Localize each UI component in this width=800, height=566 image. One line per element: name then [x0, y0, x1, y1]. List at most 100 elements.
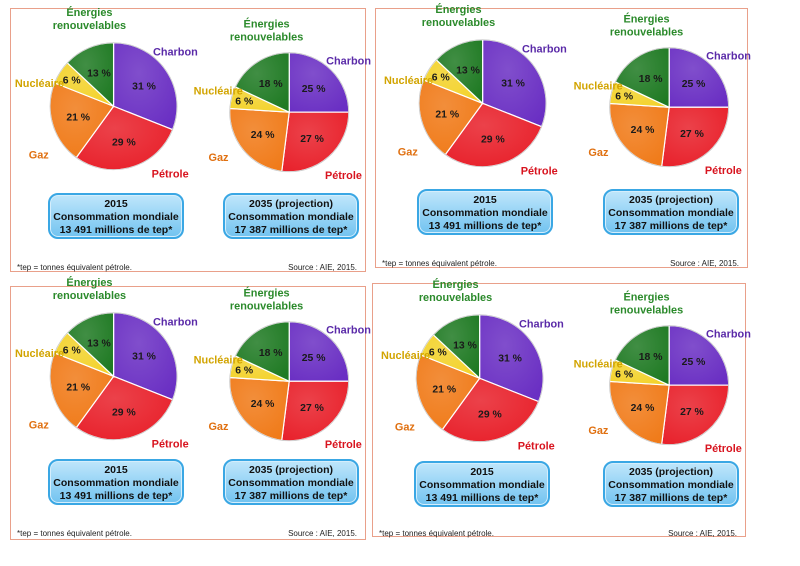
pie-chart-2015: 31 % 29 % 21 % 6 % 13 % Charbon Pétrole Gaz Nucl…: [15, 276, 198, 450]
category-label-renew-line1: Énergies: [435, 3, 481, 16]
category-label-renew-line1: Énergies: [66, 276, 112, 289]
info-box-subtitle: Consommation mondiale: [608, 207, 734, 219]
pie-value-label-charbon: 25 %: [682, 357, 706, 368]
pie-panel-svg: 31 % 29 % 21 % 6 % 13 % Charbon Pétrole Gaz Nucl…: [384, 3, 751, 177]
category-label-charbon: Charbon: [153, 46, 198, 58]
info-box-2015: 2015 Consommation mondiale 13 491 millions…: [48, 193, 184, 239]
info-box-subtitle: Consommation mondiale: [419, 479, 545, 491]
source-credit: Source : AIE, 2015.: [288, 263, 357, 272]
info-box-title: 2035 (projection): [628, 466, 714, 478]
pie-outline: [609, 47, 730, 168]
info-box-title: 2015: [470, 466, 494, 478]
source-credit: Source : AIE, 2015.: [668, 529, 737, 538]
info-box-total: 13 491 millions de tep*: [428, 220, 542, 232]
pie-value-label-nucleaire: 6 %: [429, 348, 447, 359]
footnote-tep: *tep = tonnes équivalent pétrole.: [382, 259, 497, 268]
pie-value-label-charbon: 31 %: [498, 354, 522, 365]
pie-outline: [415, 314, 544, 443]
pie-chart-2015: 31 % 29 % 21 % 6 % 13 % Charbon Pétrole Gaz Nucl…: [384, 3, 567, 177]
pie-panel-svg: 31 % 29 % 21 % 6 % 13 % Charbon Pétrole Gaz Nucl…: [15, 276, 371, 451]
info-box-2035: 2035 (projection) Consommation mondiale 17…: [603, 189, 739, 235]
category-label-renew-line2: renouvelables: [419, 292, 492, 304]
pie-outline: [418, 39, 547, 168]
pie-chart-2035: 25 % 27 % 24 % 6 % 18 % Charbon Pétrole Gaz Nucl…: [574, 291, 751, 455]
category-label-renew-line1: Énergies: [432, 278, 478, 291]
pie-value-label-nucleaire: 6 %: [235, 97, 253, 108]
category-label-gaz: Gaz: [208, 421, 229, 433]
pie-panel-svg: 31 % 29 % 21 % 6 % 13 % Charbon Pétrole Gaz Nucl…: [15, 6, 371, 182]
category-label-nucleaire: Nucléaire: [574, 80, 623, 92]
category-label-gaz: Gaz: [588, 147, 609, 159]
pie-value-label-petrole: 27 %: [680, 129, 704, 140]
category-label-nucleaire: Nucléaire: [194, 354, 243, 366]
pie-chart-2035: 25 % 27 % 24 % 6 % 18 % Charbon Pétrole Gaz Nucl…: [194, 18, 371, 182]
category-label-petrole: Pétrole: [152, 438, 189, 450]
category-label-gaz: Gaz: [208, 152, 229, 164]
pie-value-label-nucleaire: 6 %: [432, 73, 450, 84]
pie-value-label-charbon: 31 %: [132, 352, 156, 363]
pie-value-label-renew: 13 %: [87, 68, 111, 79]
pie-value-label-charbon: 25 %: [302, 84, 326, 95]
category-label-charbon: Charbon: [522, 43, 567, 55]
pie-chart-2035: 25 % 27 % 24 % 6 % 18 % Charbon Pétrole Gaz Nucl…: [194, 287, 371, 451]
category-label-nucleaire: Nucléaire: [15, 78, 64, 90]
info-box-subtitle: Consommation mondiale: [53, 211, 179, 223]
panel-bottom-left: 31 % 29 % 21 % 6 % 13 % Charbon Pétrole Gaz Nucl…: [10, 276, 371, 540]
pie-value-label-renew: 18 %: [639, 74, 663, 85]
pie-outline: [49, 312, 178, 441]
pie-value-label-gaz: 21 %: [432, 384, 456, 395]
category-label-gaz: Gaz: [588, 425, 609, 437]
pie-value-label-renew: 13 %: [87, 338, 111, 349]
pie-value-label-petrole: 27 %: [680, 407, 704, 418]
pie-value-label-gaz: 24 %: [631, 125, 655, 136]
pie-outline: [609, 325, 730, 446]
info-box-2015: 2015 Consommation mondiale 13 491 millions…: [417, 189, 553, 235]
category-label-petrole: Pétrole: [705, 443, 742, 455]
info-box-2015: 2015 Consommation mondiale 13 491 millions…: [414, 461, 550, 507]
pie-value-label-renew: 18 %: [259, 348, 283, 359]
category-label-charbon: Charbon: [326, 325, 371, 337]
pie-value-label-renew: 13 %: [453, 340, 477, 351]
category-label-petrole: Pétrole: [152, 168, 189, 180]
pie-value-label-renew: 13 %: [456, 65, 480, 76]
footnote-tep: *tep = tonnes équivalent pétrole.: [379, 529, 494, 538]
category-label-petrole: Pétrole: [518, 440, 555, 452]
pie-value-label-petrole: 29 %: [112, 138, 136, 149]
pie-value-label-nucleaire: 6 %: [63, 346, 81, 357]
pie-value-label-renew: 18 %: [259, 79, 283, 90]
pie-value-label-charbon: 31 %: [501, 79, 525, 90]
category-label-petrole: Pétrole: [325, 439, 362, 451]
source-credit: Source : AIE, 2015.: [288, 529, 357, 538]
pie-value-label-nucleaire: 6 %: [63, 76, 81, 87]
info-box-total: 17 387 millions de tep*: [614, 492, 728, 504]
pie-value-label-petrole: 29 %: [478, 410, 502, 421]
category-label-renew-line2: renouvelables: [53, 20, 126, 32]
info-box-subtitle: Consommation mondiale: [228, 211, 354, 223]
category-label-renew-line2: renouvelables: [53, 290, 126, 302]
category-label-gaz: Gaz: [398, 146, 419, 158]
pie-value-label-gaz: 24 %: [251, 399, 275, 410]
category-label-nucleaire: Nucléaire: [381, 350, 430, 362]
pie-value-label-gaz: 24 %: [631, 403, 655, 414]
info-box-title: 2035 (projection): [248, 464, 334, 476]
pie-chart-2035: 25 % 27 % 24 % 6 % 18 % Charbon Pétrole Gaz Nucl…: [574, 13, 751, 177]
category-label-petrole: Pétrole: [521, 165, 558, 177]
pie-outline: [229, 52, 350, 173]
pie-value-label-nucleaire: 6 %: [615, 370, 633, 381]
pie-value-label-charbon: 31 %: [132, 82, 156, 93]
info-box-subtitle: Consommation mondiale: [422, 207, 548, 219]
category-label-gaz: Gaz: [395, 421, 416, 433]
category-label-charbon: Charbon: [706, 51, 751, 63]
pie-value-label-petrole: 29 %: [112, 408, 136, 419]
pie-value-label-nucleaire: 6 %: [615, 92, 633, 103]
pie-chart-2015: 31 % 29 % 21 % 6 % 13 % Charbon Pétrole Gaz Nucl…: [381, 278, 564, 452]
info-box-title: 2035 (projection): [628, 194, 714, 206]
footnote-tep: *tep = tonnes équivalent pétrole.: [17, 529, 132, 538]
pie-value-label-gaz: 24 %: [251, 130, 275, 141]
category-label-charbon: Charbon: [706, 329, 751, 341]
category-label-renew-line1: Énergies: [244, 287, 290, 300]
category-label-renew-line2: renouvelables: [610, 27, 683, 39]
category-label-renew-line1: Énergies: [244, 18, 290, 31]
info-box-2015: 2015 Consommation mondiale 13 491 millions…: [48, 459, 184, 505]
category-label-renew-line1: Énergies: [623, 291, 669, 304]
